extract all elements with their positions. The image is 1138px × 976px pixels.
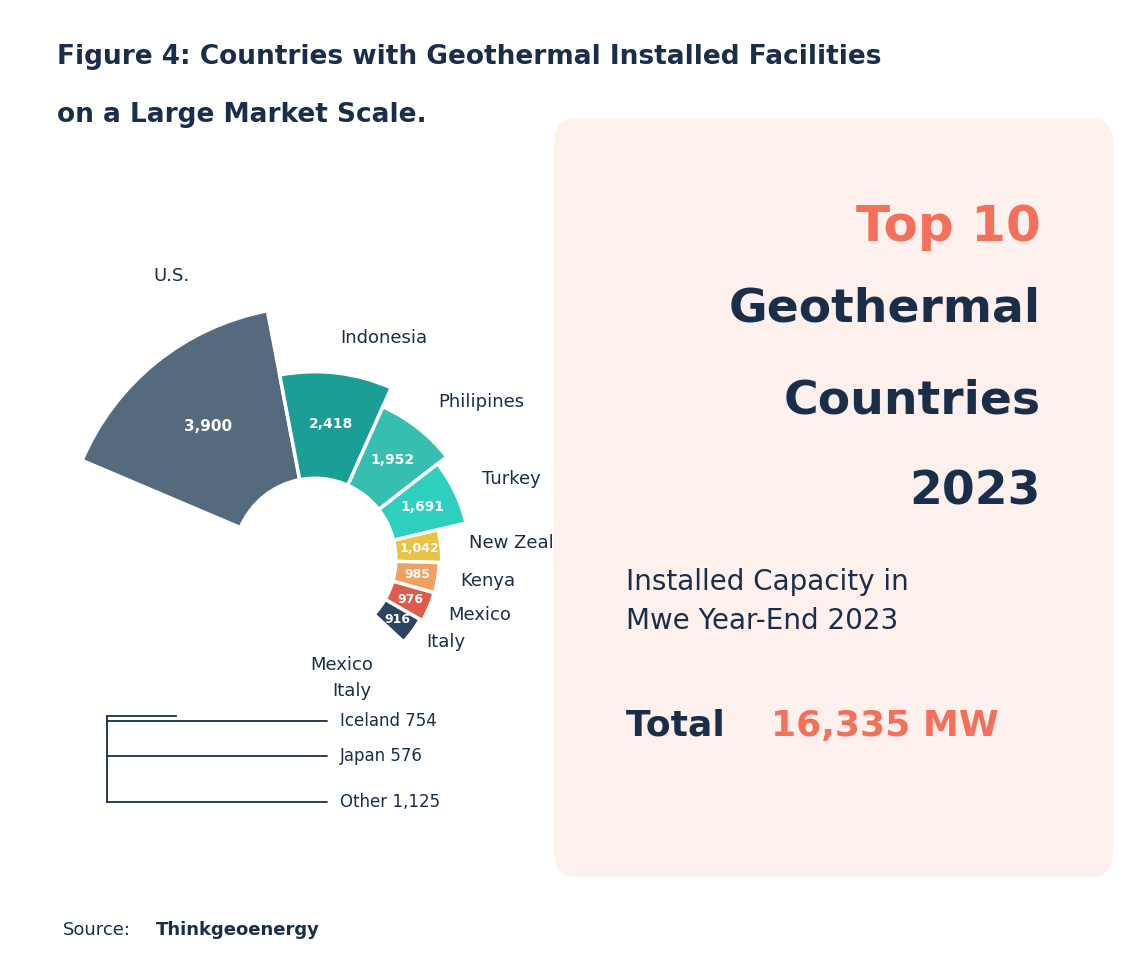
Text: Kenya: Kenya: [460, 572, 516, 590]
Wedge shape: [348, 407, 447, 509]
Text: Philipines: Philipines: [438, 393, 525, 411]
Text: U.S.: U.S.: [154, 267, 190, 285]
Text: 976: 976: [397, 592, 423, 606]
Wedge shape: [379, 464, 467, 541]
Text: Figure 4: Countries with Geothermal Installed Facilities: Figure 4: Countries with Geothermal Inst…: [57, 44, 882, 70]
Text: 2,418: 2,418: [308, 417, 353, 430]
Text: 16,335 MW: 16,335 MW: [772, 709, 999, 743]
Text: 1,042: 1,042: [399, 542, 439, 554]
Text: Thinkgeoenergy: Thinkgeoenergy: [156, 921, 320, 939]
Text: 2023: 2023: [909, 469, 1040, 514]
Text: Mexico: Mexico: [447, 606, 511, 624]
Text: Countries: Countries: [784, 379, 1040, 424]
Text: Mexico: Mexico: [310, 657, 372, 674]
Text: New Zealand: New Zealand: [469, 534, 587, 552]
Wedge shape: [393, 561, 439, 593]
Text: Source:: Source:: [63, 921, 131, 939]
Text: on a Large Market Scale.: on a Large Market Scale.: [57, 102, 427, 129]
Wedge shape: [374, 599, 420, 642]
Text: 916: 916: [384, 613, 410, 627]
Text: Japan 576: Japan 576: [340, 748, 423, 765]
Wedge shape: [385, 581, 435, 621]
Text: Total: Total: [626, 709, 737, 743]
Text: 985: 985: [404, 568, 430, 582]
FancyBboxPatch shape: [554, 118, 1113, 877]
Wedge shape: [82, 310, 299, 528]
Text: Turkey: Turkey: [483, 469, 541, 488]
Text: Indonesia: Indonesia: [340, 329, 428, 346]
Text: 1,691: 1,691: [401, 501, 445, 514]
Text: Italy: Italy: [427, 632, 465, 651]
Text: Installed Capacity in
Mwe Year-End 2023: Installed Capacity in Mwe Year-End 2023: [626, 568, 909, 635]
Wedge shape: [394, 530, 442, 562]
Text: Other 1,125: Other 1,125: [340, 793, 440, 811]
Text: Iceland 754: Iceland 754: [340, 712, 437, 730]
Text: Italy: Italy: [332, 681, 372, 700]
Text: 1,952: 1,952: [370, 453, 414, 468]
Text: Top 10: Top 10: [856, 203, 1040, 251]
Text: Geothermal: Geothermal: [728, 287, 1040, 332]
Wedge shape: [280, 372, 391, 485]
Text: 3,900: 3,900: [184, 419, 232, 434]
